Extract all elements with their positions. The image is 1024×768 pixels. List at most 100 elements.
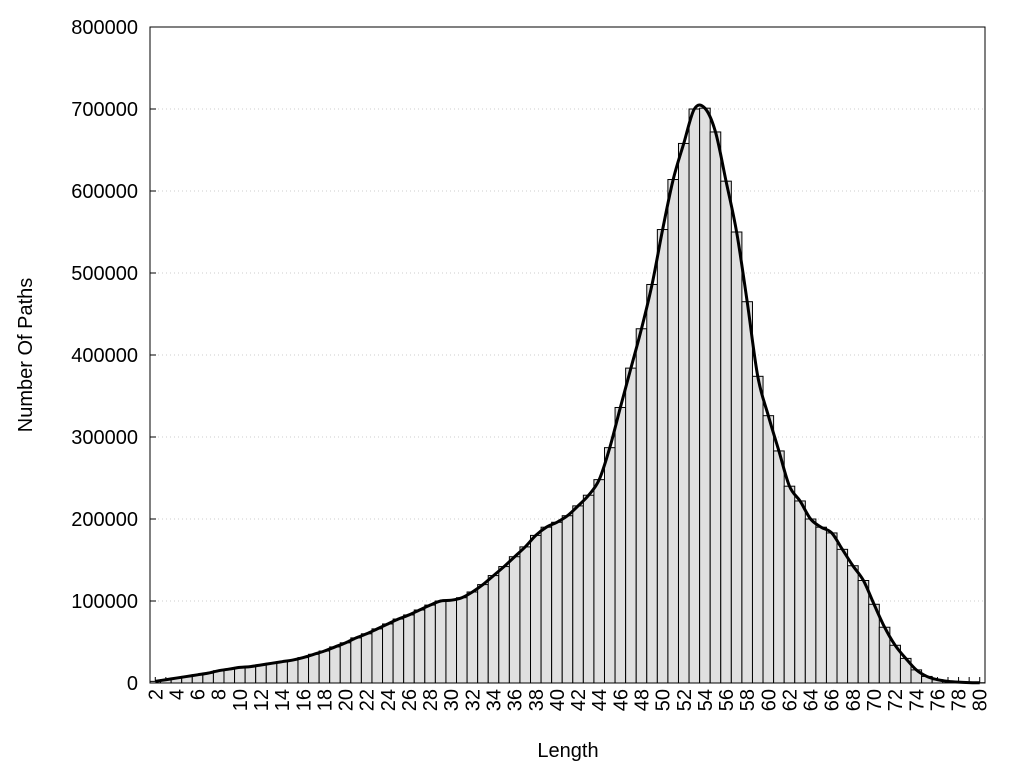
y-tick-label: 700000 xyxy=(71,99,138,121)
bar xyxy=(646,283,658,684)
bar xyxy=(234,666,246,684)
y-tick-label: 200000 xyxy=(71,509,138,531)
x-tick-label: 74 xyxy=(906,689,928,711)
bar xyxy=(688,108,701,684)
x-tick-label: 36 xyxy=(505,689,527,711)
y-axis-label: Number Of Paths xyxy=(15,278,37,433)
bar xyxy=(751,375,764,684)
bar xyxy=(487,575,500,684)
trend-line xyxy=(155,103,980,685)
y-tick-label: 400000 xyxy=(71,345,138,367)
y-tick-label: 800000 xyxy=(71,17,138,39)
bar xyxy=(360,633,373,684)
bar xyxy=(276,661,288,684)
x-tick-label: 50 xyxy=(653,689,675,711)
x-tick-label: 8 xyxy=(209,689,231,700)
bar xyxy=(677,142,690,684)
x-tick-label: 52 xyxy=(674,689,696,711)
bar xyxy=(614,406,627,684)
x-tick-label: 20 xyxy=(336,689,358,711)
bar xyxy=(350,637,362,684)
bar xyxy=(286,659,299,684)
x-tick-label: 4 xyxy=(166,689,188,700)
x-tick-label: 64 xyxy=(801,689,823,711)
x-tick-label: 70 xyxy=(864,689,886,711)
x-tick-label: 60 xyxy=(758,689,780,711)
x-tick-label: 58 xyxy=(737,689,759,711)
plot-frame xyxy=(149,26,986,684)
bar xyxy=(804,518,817,684)
bar xyxy=(656,229,669,684)
bar xyxy=(730,231,743,684)
x-tick-label: 54 xyxy=(695,689,717,711)
bar xyxy=(424,604,436,684)
bar xyxy=(815,526,827,684)
x-tick-label: 2 xyxy=(145,689,167,700)
y-tick-label: 500000 xyxy=(71,263,138,285)
x-tick-label: 16 xyxy=(293,689,315,711)
bar xyxy=(403,614,415,684)
bar xyxy=(371,628,384,684)
y-tick-label: 600000 xyxy=(71,181,138,203)
x-tick-label: 18 xyxy=(314,689,336,711)
x-tick-label: 6 xyxy=(188,689,210,700)
x-tick-label: 32 xyxy=(462,689,484,711)
x-tick-label: 34 xyxy=(484,689,506,711)
bar xyxy=(783,485,796,684)
x-tick-label: 46 xyxy=(610,689,632,711)
x-tick-label: 42 xyxy=(568,689,590,711)
bar xyxy=(741,301,753,684)
bar xyxy=(392,618,405,684)
bar xyxy=(297,657,310,684)
bar xyxy=(847,565,859,684)
bar xyxy=(508,556,521,684)
x-tick-label: 76 xyxy=(927,689,949,711)
bar xyxy=(540,526,553,684)
x-tick-label: 80 xyxy=(970,689,992,711)
bar xyxy=(318,650,331,684)
y-tick-label: 300000 xyxy=(71,427,138,449)
bar xyxy=(329,646,341,684)
x-tick-label: 30 xyxy=(441,689,463,711)
bar xyxy=(561,515,574,684)
bar xyxy=(244,666,257,684)
x-tick-label: 68 xyxy=(843,689,865,711)
bar xyxy=(720,180,732,684)
x-tick-label: 10 xyxy=(230,689,252,711)
bar xyxy=(857,580,870,684)
y-tick-label: 0 xyxy=(127,673,138,695)
bar xyxy=(825,532,838,684)
bar xyxy=(265,662,278,684)
x-tick-label: 56 xyxy=(716,689,738,711)
bar xyxy=(625,367,637,684)
bar xyxy=(530,534,542,684)
bar xyxy=(762,415,775,684)
y-tick-label: 100000 xyxy=(71,591,138,613)
bar xyxy=(794,500,806,684)
x-axis-label: Length xyxy=(537,740,598,762)
x-tick-label: 48 xyxy=(631,689,653,711)
bar xyxy=(593,479,605,684)
x-tick-label: 78 xyxy=(949,689,971,711)
bar xyxy=(551,521,563,684)
x-tick-label: 24 xyxy=(378,689,400,711)
bar xyxy=(308,653,320,684)
x-tick-label: 40 xyxy=(547,689,569,711)
x-tick-label: 22 xyxy=(357,689,379,711)
x-tick-label: 38 xyxy=(526,689,548,711)
x-tick-label: 62 xyxy=(779,689,801,711)
bar xyxy=(667,179,679,684)
x-tick-label: 72 xyxy=(885,689,907,711)
bar xyxy=(413,609,426,684)
bar xyxy=(635,328,648,684)
bar xyxy=(519,546,532,684)
x-tick-label: 28 xyxy=(420,689,442,711)
bar xyxy=(603,447,616,684)
x-tick-label: 26 xyxy=(399,689,421,711)
bar xyxy=(223,668,236,684)
bar xyxy=(339,642,352,684)
x-tick-label: 44 xyxy=(589,689,611,711)
bar xyxy=(456,597,468,684)
x-tick-label: 66 xyxy=(822,689,844,711)
